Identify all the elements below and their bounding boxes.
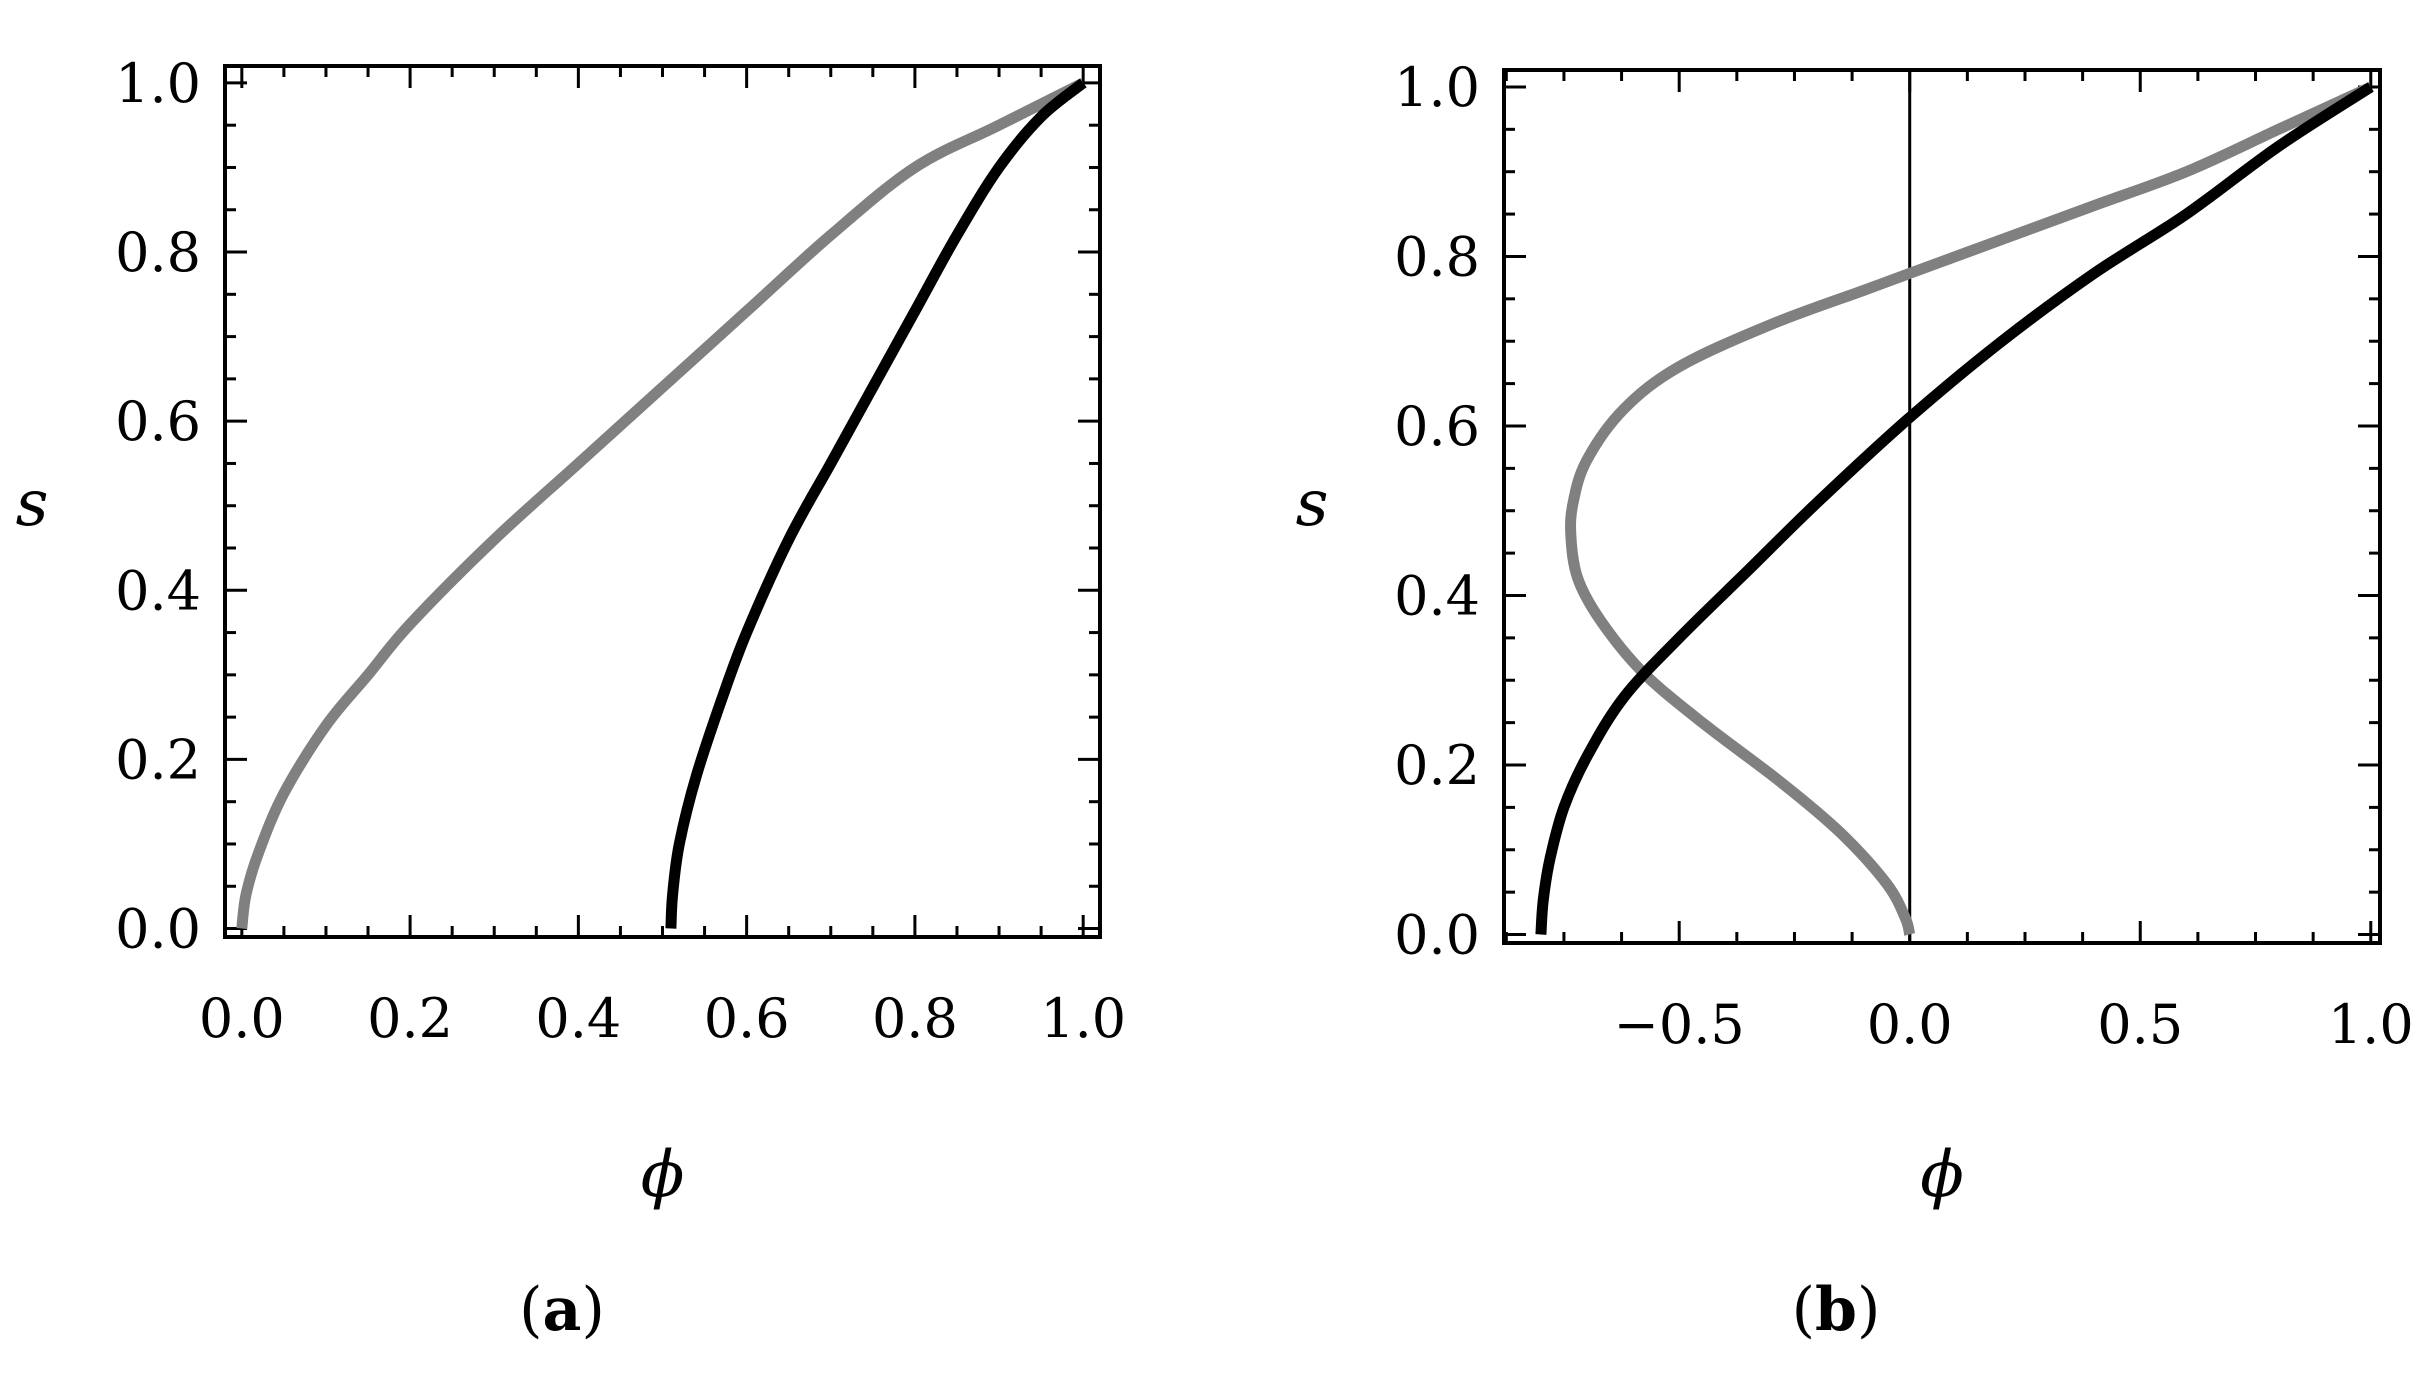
x-tick-label: −0.5 (1614, 993, 1745, 1056)
x-axis-label-a: ϕ (641, 1138, 685, 1212)
y-tick-label: 0.4 (115, 559, 201, 622)
y-tick-label: 0.6 (115, 390, 201, 453)
plot-frame-b (1502, 68, 2382, 945)
series-line-gray (236, 77, 1086, 930)
series-line-black (1535, 82, 2374, 935)
y-tick-label: 0.0 (1394, 904, 1480, 967)
y-tick-label: 0.2 (1394, 734, 1480, 797)
x-tick-label: 0.4 (535, 987, 621, 1050)
y-axis-label-b: s (1296, 467, 1329, 541)
x-tick-label: 0.5 (2097, 993, 2183, 1056)
panel-a: 0.0 0.2 0.4 0.6 0.8 1.0 0.00.20.40.60.81.0 ϕ … (16, 52, 1127, 1345)
y-tick-label: 0.2 (115, 728, 201, 791)
y-tick-label: 0.4 (1394, 564, 1480, 627)
y-tick-label: 1.0 (1394, 56, 1480, 119)
x-tick-label: 0.0 (199, 987, 285, 1050)
series-line-black (665, 78, 1087, 929)
panel-label-b: (b) (1792, 1275, 1881, 1345)
x-tick-label: 0.8 (872, 987, 958, 1050)
panel-label-a: (a) (519, 1275, 605, 1345)
y-tick-label: 1.0 (115, 52, 201, 115)
y-tick-label: 0.8 (115, 221, 201, 284)
x-tick-label: 1.0 (2328, 993, 2414, 1056)
x-tick-label: 0.6 (704, 987, 790, 1050)
y-tick-label: 0.6 (1394, 395, 1480, 458)
series-line-gray (1565, 81, 2374, 936)
x-tick-label: 1.0 (1040, 987, 1126, 1050)
y-tick-label: 0.8 (1394, 225, 1480, 288)
y-tick-label: 0.0 (115, 898, 201, 961)
x-tick-label: 0.0 (1867, 993, 1953, 1056)
x-tick-label: 0.2 (367, 987, 453, 1050)
panel-b: −0.5 0.0 0.5 1.0 0.0 0.2 0.4 0.6 0.8 1.0 ϕ s (b) (1296, 56, 2414, 1345)
x-axis-label-b: ϕ (1920, 1138, 1964, 1212)
y-axis-label-a: s (16, 467, 49, 541)
